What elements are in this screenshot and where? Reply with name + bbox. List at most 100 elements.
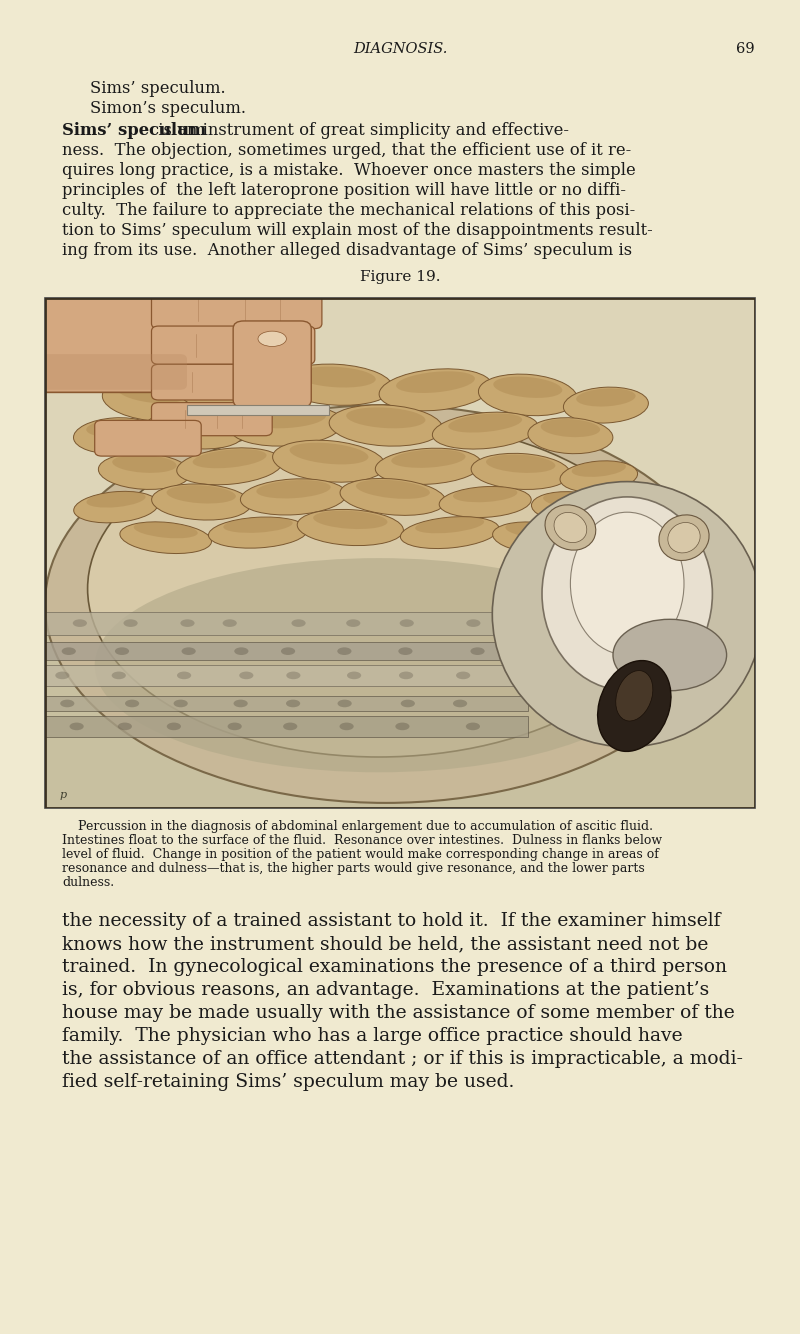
- Ellipse shape: [343, 699, 358, 707]
- Ellipse shape: [486, 455, 555, 474]
- Ellipse shape: [560, 460, 638, 492]
- Text: dulness.: dulness.: [62, 876, 114, 888]
- Ellipse shape: [54, 723, 69, 730]
- Ellipse shape: [432, 412, 538, 450]
- Text: Simon’s speculum.: Simon’s speculum.: [90, 100, 246, 117]
- Ellipse shape: [340, 479, 446, 515]
- Ellipse shape: [338, 619, 352, 627]
- Ellipse shape: [120, 522, 211, 554]
- Text: culty.  The failure to appreciate the mechanical relations of this posi-: culty. The failure to appreciate the mec…: [62, 201, 635, 219]
- Ellipse shape: [297, 723, 310, 730]
- Bar: [187, 406, 329, 415]
- Ellipse shape: [410, 647, 424, 655]
- Ellipse shape: [545, 504, 596, 550]
- Ellipse shape: [197, 372, 276, 392]
- Ellipse shape: [588, 523, 638, 538]
- Ellipse shape: [166, 699, 181, 707]
- Bar: [30, 612, 528, 635]
- Text: knows how the instrument should be held, the assistant need not be: knows how the instrument should be held,…: [62, 935, 708, 952]
- Bar: [45, 297, 755, 808]
- Ellipse shape: [232, 619, 246, 627]
- Ellipse shape: [346, 407, 426, 428]
- Ellipse shape: [448, 414, 522, 432]
- Ellipse shape: [152, 484, 250, 520]
- Ellipse shape: [118, 619, 133, 627]
- Ellipse shape: [241, 479, 346, 515]
- Ellipse shape: [356, 480, 430, 499]
- Ellipse shape: [286, 699, 300, 707]
- Ellipse shape: [572, 460, 626, 476]
- Ellipse shape: [256, 480, 330, 499]
- Ellipse shape: [223, 518, 293, 532]
- Ellipse shape: [102, 379, 201, 422]
- Ellipse shape: [128, 671, 142, 679]
- Ellipse shape: [471, 454, 570, 490]
- Ellipse shape: [400, 516, 499, 548]
- Ellipse shape: [117, 382, 186, 403]
- Ellipse shape: [238, 723, 253, 730]
- Ellipse shape: [246, 407, 326, 428]
- Ellipse shape: [118, 699, 132, 707]
- Ellipse shape: [506, 522, 565, 538]
- Ellipse shape: [563, 387, 648, 423]
- Ellipse shape: [240, 647, 254, 655]
- Ellipse shape: [410, 699, 424, 707]
- Ellipse shape: [450, 671, 465, 679]
- Ellipse shape: [86, 491, 146, 508]
- Text: Sims’ speculum.: Sims’ speculum.: [90, 80, 226, 97]
- Ellipse shape: [616, 671, 653, 720]
- Text: fied self-retaining Sims’ speculum may be used.: fied self-retaining Sims’ speculum may b…: [62, 1073, 514, 1091]
- Ellipse shape: [98, 454, 190, 490]
- Ellipse shape: [160, 414, 229, 432]
- Ellipse shape: [88, 420, 670, 756]
- Ellipse shape: [54, 699, 68, 707]
- Ellipse shape: [462, 699, 476, 707]
- Text: trained.  In gynecological examinations the presence of a third person: trained. In gynecological examinations t…: [62, 958, 727, 976]
- Ellipse shape: [576, 388, 636, 407]
- FancyBboxPatch shape: [233, 321, 311, 408]
- Ellipse shape: [86, 419, 146, 438]
- FancyBboxPatch shape: [151, 403, 272, 436]
- Text: ing from its use.  Another alleged disadvantage of Sims’ speculum is: ing from its use. Another alleged disadv…: [62, 241, 632, 259]
- Bar: [30, 642, 528, 660]
- Ellipse shape: [185, 647, 199, 655]
- Ellipse shape: [287, 619, 302, 627]
- Text: quires long practice, is a mistake.  Whoever once masters the simple: quires long practice, is a mistake. Whoe…: [62, 161, 636, 179]
- Text: the assistance of an office attendant ; or if this is impracticable, a modi-: the assistance of an office attendant ; …: [62, 1050, 743, 1069]
- Ellipse shape: [478, 374, 577, 416]
- Text: Sims’ speculum: Sims’ speculum: [62, 121, 206, 139]
- Ellipse shape: [578, 523, 649, 554]
- FancyBboxPatch shape: [94, 420, 202, 456]
- Ellipse shape: [56, 671, 70, 679]
- Ellipse shape: [375, 448, 482, 484]
- Text: principles of  the left lateroprone position will have little or no diffi-: principles of the left lateroprone posit…: [62, 181, 626, 199]
- Ellipse shape: [470, 723, 484, 730]
- Ellipse shape: [396, 371, 475, 394]
- Ellipse shape: [349, 723, 363, 730]
- Text: 69: 69: [736, 41, 754, 56]
- Ellipse shape: [113, 723, 127, 730]
- Bar: [30, 716, 528, 736]
- Ellipse shape: [659, 515, 709, 560]
- Ellipse shape: [408, 619, 422, 627]
- Ellipse shape: [542, 496, 713, 691]
- Ellipse shape: [179, 671, 194, 679]
- Text: level of fluid.  Change in position of the patient would make corresponding chan: level of fluid. Change in position of th…: [62, 848, 659, 860]
- Ellipse shape: [415, 516, 484, 534]
- FancyBboxPatch shape: [151, 325, 315, 364]
- Ellipse shape: [313, 511, 387, 530]
- Text: ness.  The objection, sometimes urged, that the efficient use of it re-: ness. The objection, sometimes urged, th…: [62, 141, 631, 159]
- Ellipse shape: [230, 404, 343, 446]
- Ellipse shape: [598, 660, 671, 751]
- Ellipse shape: [379, 368, 492, 411]
- Ellipse shape: [668, 523, 700, 552]
- Ellipse shape: [62, 619, 77, 627]
- Text: the necessity of a trained assistant to hold it.  If the examiner himself: the necessity of a trained assistant to …: [62, 912, 721, 930]
- Text: DIAGNOSIS.: DIAGNOSIS.: [353, 41, 447, 56]
- Ellipse shape: [391, 450, 466, 468]
- Ellipse shape: [209, 518, 307, 548]
- Ellipse shape: [298, 510, 403, 546]
- Ellipse shape: [134, 522, 198, 539]
- Text: Figure 19.: Figure 19.: [360, 269, 440, 284]
- Text: family.  The physician who has a large office practice should have: family. The physician who has a large of…: [62, 1027, 682, 1045]
